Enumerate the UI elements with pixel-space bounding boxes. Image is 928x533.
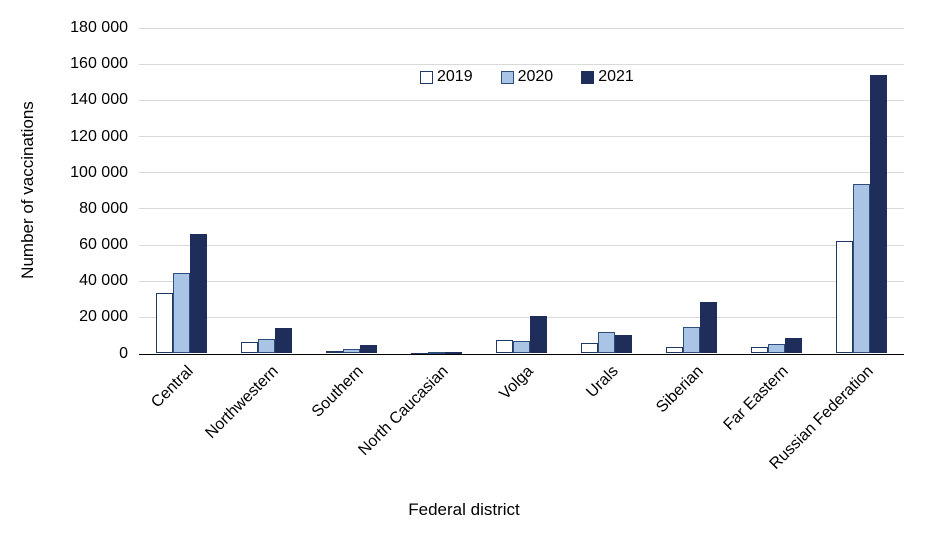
x-axis-category-label: Urals — [582, 362, 622, 402]
bar-2020-far-eastern — [768, 344, 785, 354]
gridline — [139, 208, 904, 210]
bar-2019-far-eastern — [751, 347, 768, 354]
y-axis-tick-label: 20 000 — [79, 308, 128, 326]
y-axis-tick-label: 100 000 — [70, 163, 128, 181]
bar-2020-urals — [598, 332, 615, 354]
gridline — [139, 280, 904, 282]
gridline — [139, 172, 904, 174]
gridline — [139, 63, 904, 65]
x-axis-category-label: Volga — [495, 362, 537, 404]
y-axis-tick-label: 40 000 — [79, 272, 128, 290]
bar-2019-volga — [496, 339, 513, 354]
gridline — [139, 136, 904, 137]
bar-2020-siberian — [683, 326, 700, 354]
legend-swatch-icon-2019 — [420, 70, 433, 84]
y-axis-title: Number of vaccinations — [18, 101, 37, 279]
bar-2019-siberian — [666, 346, 683, 354]
bar-2021-southern — [360, 345, 377, 354]
gridline — [139, 316, 904, 318]
y-axis-tick-label: 160 000 — [70, 55, 128, 73]
bar-2020-northwestern — [258, 339, 275, 354]
legend-label-2019: 2019 — [437, 68, 473, 85]
x-axis-category-label: Siberian — [652, 362, 707, 417]
bar-2019-urals — [581, 343, 598, 354]
legend-item-2019: 2019 — [420, 69, 473, 85]
bar-2020-central — [173, 273, 190, 354]
bar-2021-northwestern — [275, 328, 292, 354]
y-axis-tick-label: 180 000 — [70, 19, 128, 36]
x-axis-category-label: Central — [147, 362, 197, 412]
bar-2020-russian-federation — [853, 184, 870, 354]
x-axis-category-label: Northwestern — [201, 362, 282, 443]
bar-2021-urals — [615, 334, 632, 354]
x-axis-line — [139, 353, 904, 355]
y-axis-tick-label: 60 000 — [79, 236, 128, 253]
bar-2019-southern — [326, 350, 343, 354]
x-axis-title: Federal district — [408, 500, 520, 519]
gridline — [139, 99, 904, 101]
legend-item-2020: 2020 — [500, 68, 554, 85]
bar-2021-russian-federation — [870, 75, 887, 354]
legend-label-2021: 2021 — [598, 68, 634, 85]
legend-label-2020: 2020 — [517, 68, 554, 85]
bar-2019-central — [156, 292, 173, 354]
bar-2019-northwestern — [241, 341, 258, 354]
bar-2021-siberian — [700, 301, 717, 354]
y-axis-tick-label: 120 000 — [70, 127, 128, 145]
x-axis-category-label: Southern — [308, 362, 367, 421]
legend-swatch-icon-2021 — [581, 70, 595, 84]
legend-swatch-icon-2020 — [500, 70, 514, 84]
x-axis-category-label: Far Eastern — [720, 362, 792, 434]
chart-legend: 2019 2020 2021 — [420, 69, 634, 85]
gridline — [139, 244, 904, 246]
bar-2021-central — [190, 234, 207, 354]
y-axis-tick-label: 80 000 — [79, 199, 128, 217]
x-axis-category-label: Russian Federation — [766, 362, 877, 473]
bar-2020-southern — [343, 348, 360, 354]
x-axis-category-label: North Caucasian — [354, 362, 452, 459]
bar-2021-north-caucasian — [445, 351, 462, 354]
bar-2020-volga — [513, 341, 530, 354]
bar-2021-far-eastern — [785, 337, 802, 354]
legend-item-2021: 2021 — [581, 69, 634, 85]
y-axis-tick-label: 0 — [119, 344, 128, 362]
bar-2021-volga — [530, 316, 547, 354]
gridline — [139, 27, 904, 29]
y-axis-tick-label: 140 000 — [70, 91, 128, 109]
bar-2019-russian-federation — [836, 241, 853, 354]
